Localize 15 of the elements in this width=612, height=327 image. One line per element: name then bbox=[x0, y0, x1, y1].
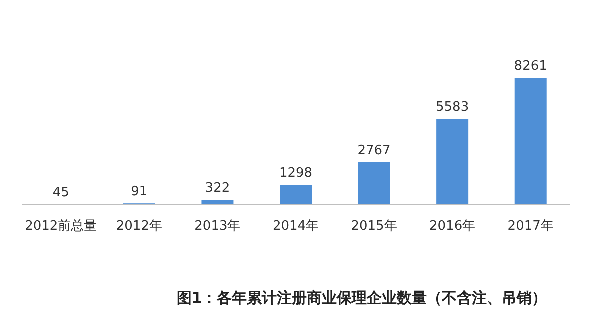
data-label: 5583 bbox=[436, 100, 470, 116]
x-tick-label: 2015年 bbox=[351, 219, 398, 234]
data-label: 91 bbox=[131, 184, 148, 200]
data-label: 322 bbox=[205, 181, 230, 196]
text: 图1：各年累计注册商业保理企业数量（不含注、吊销） bbox=[176, 289, 548, 307]
x-tick-label: 2016年 bbox=[430, 219, 476, 234]
x-tick-label: 2012前总量 bbox=[25, 219, 98, 234]
data-label: 2767 bbox=[358, 143, 391, 158]
x-tick-label: 2014年 bbox=[272, 219, 320, 234]
x-tick-label: 2012年 bbox=[116, 219, 162, 234]
data-label: 1298 bbox=[279, 166, 313, 182]
data-label: 45 bbox=[52, 185, 70, 200]
x-tick-label: 2013年 bbox=[194, 219, 241, 234]
data-label: 8261 bbox=[514, 59, 548, 74]
x-tick-label: 2017年 bbox=[508, 219, 554, 234]
